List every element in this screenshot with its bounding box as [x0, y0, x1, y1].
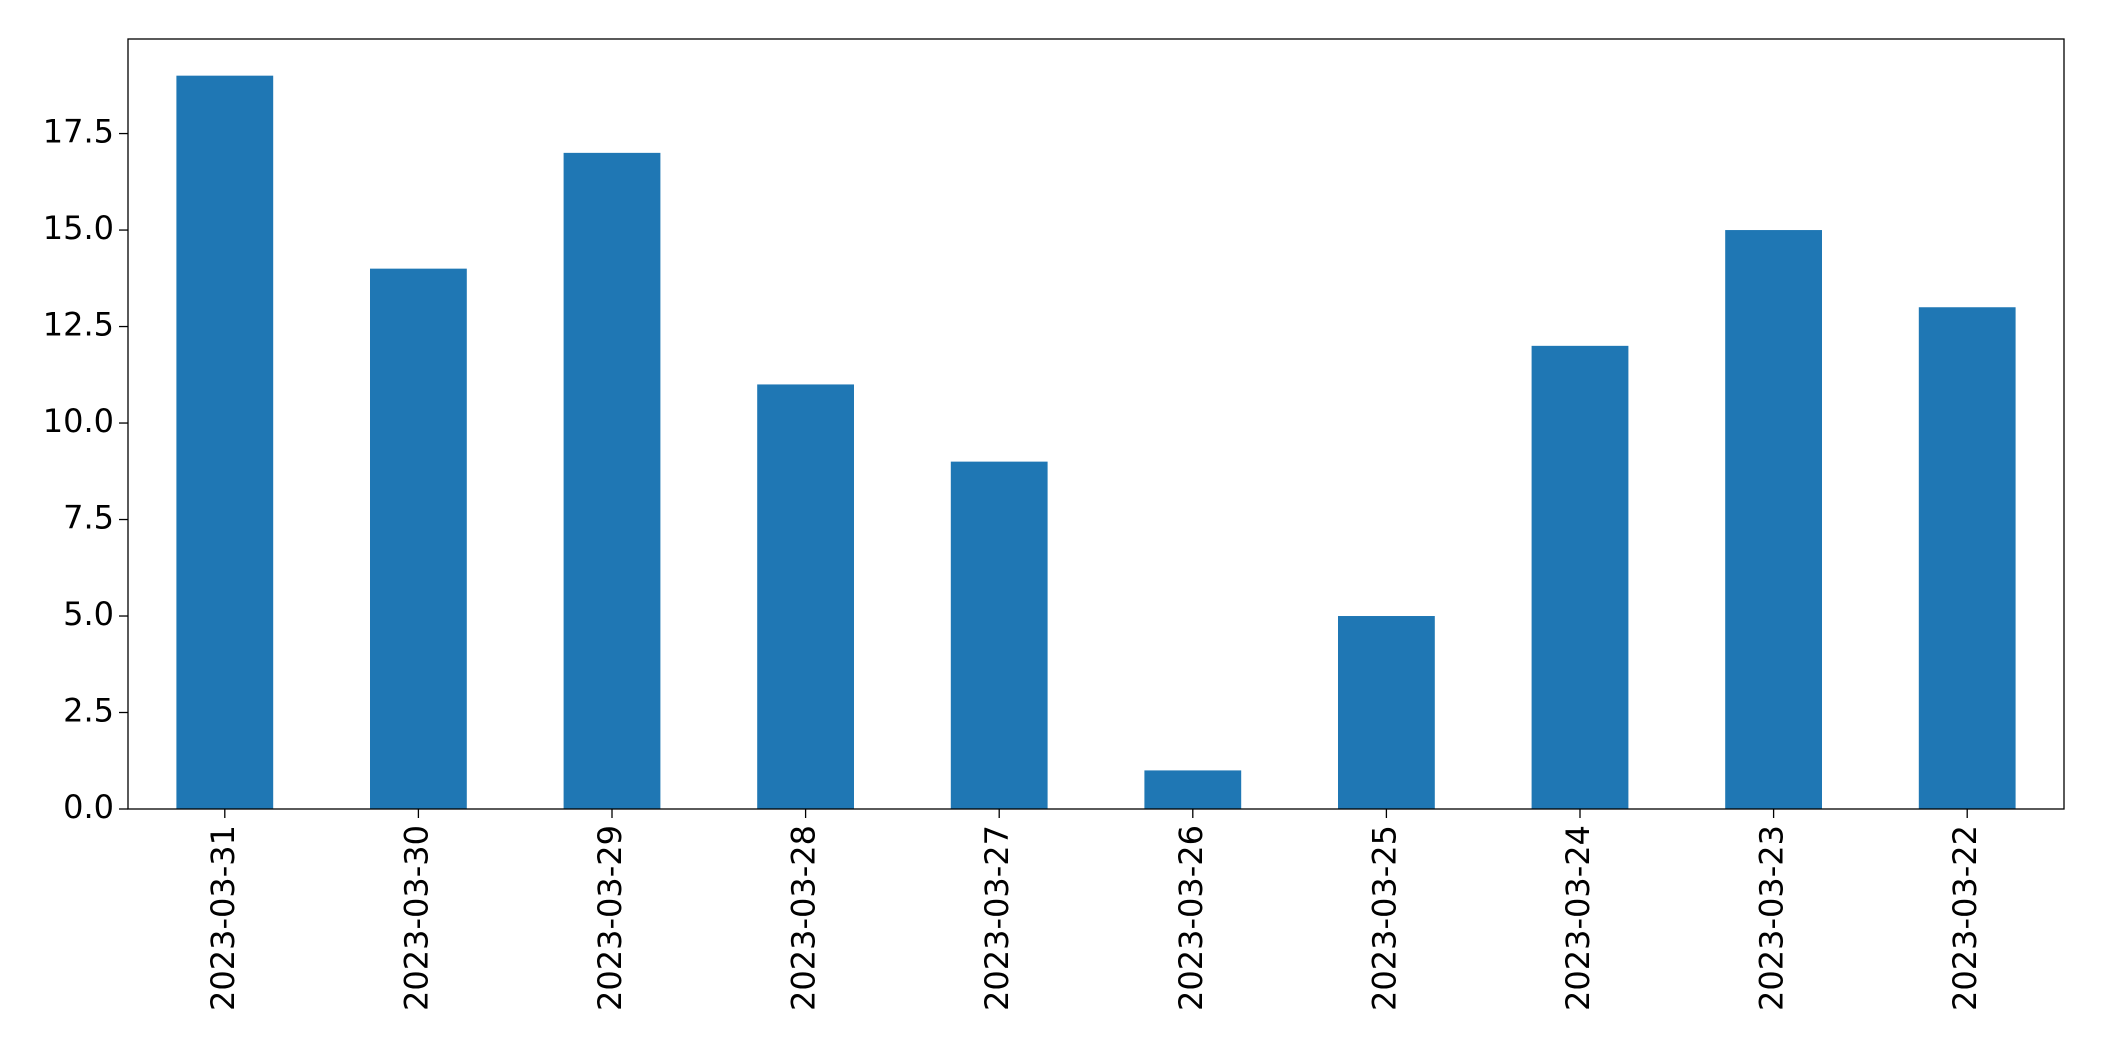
- x-tick-label: 2023-03-30: [397, 825, 435, 1011]
- x-tick-label: 2023-03-31: [204, 825, 242, 1011]
- y-tick-label: 2.5: [63, 692, 114, 730]
- x-tick-label: 2023-03-24: [1559, 825, 1597, 1011]
- plot-frame: [127, 38, 2065, 810]
- bar: [757, 384, 854, 809]
- x-tick-label: 2023-03-29: [591, 825, 629, 1011]
- x-tick-label: 2023-03-25: [1365, 825, 1403, 1011]
- y-tick-label: 17.5: [43, 113, 114, 151]
- bar: [950, 461, 1048, 809]
- y-tick-label: 7.5: [63, 499, 114, 537]
- y-tick-label: 5.0: [63, 595, 114, 633]
- y-tick-label: 10.0: [43, 402, 114, 440]
- bar: [563, 152, 661, 810]
- bar: [1918, 307, 2016, 809]
- x-tick-label: 2023-03-22: [1946, 825, 1984, 1011]
- x-tick-label: 2023-03-23: [1753, 825, 1791, 1011]
- y-tick-label: 15.0: [43, 209, 114, 247]
- y-tick-label: 12.5: [43, 306, 114, 344]
- x-tick-label: 2023-03-28: [785, 825, 823, 1011]
- bar: [1725, 230, 1822, 810]
- bar: [1144, 770, 1242, 809]
- bar: [176, 75, 274, 809]
- bar: [370, 268, 467, 809]
- x-tick-label: 2023-03-26: [1172, 825, 1210, 1011]
- x-tick-label: 2023-03-27: [978, 825, 1016, 1011]
- bar: [1338, 616, 1435, 809]
- y-tick-label: 0.0: [63, 788, 114, 826]
- bar: [1531, 345, 1629, 809]
